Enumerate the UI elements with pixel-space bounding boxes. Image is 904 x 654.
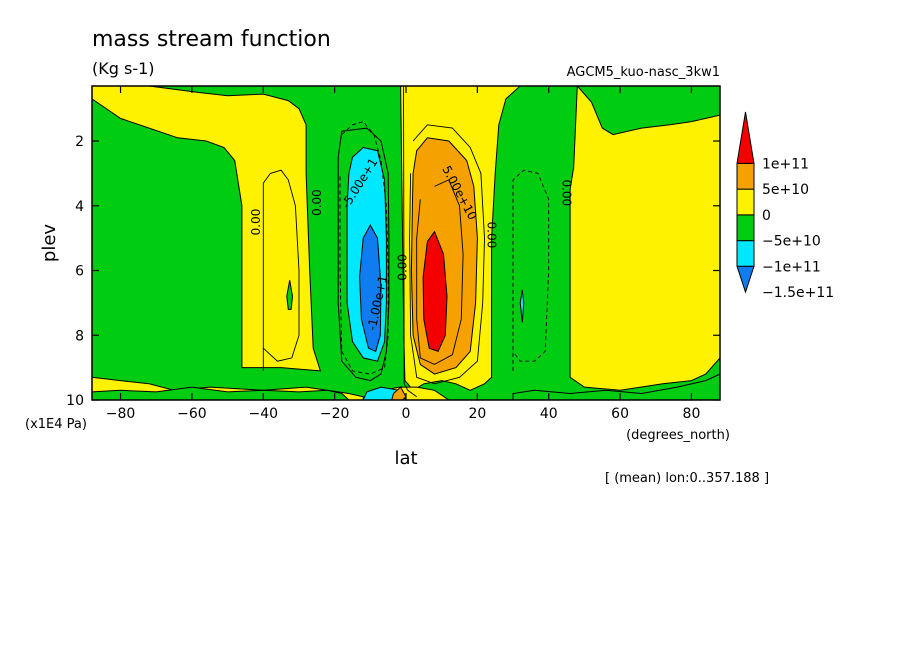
- y-tick-label-1: 4: [75, 199, 84, 215]
- legend-label-5: 1e+11: [762, 156, 809, 172]
- legend-swatch-4: [736, 162, 755, 190]
- y-tick-label-0: 2: [75, 134, 84, 150]
- x-tick-label-3: −20: [320, 406, 350, 422]
- legend-label-0: −1.5e+11: [762, 285, 834, 301]
- x-tick-label-5: 20: [468, 406, 486, 422]
- contour-line-5: [403, 86, 417, 398]
- contour-region-1-0: [92, 386, 350, 400]
- y-axis-units: (x1E4 Pa): [25, 417, 87, 432]
- contour-region-2-2: [519, 289, 525, 323]
- contour-line-layer: [262, 86, 550, 398]
- y-tick-label-2: 6: [75, 264, 84, 280]
- contour-line-2: [512, 169, 550, 371]
- x-axis-units: (degrees_north): [626, 428, 730, 443]
- experiment-label: AGCM5_kuo-nasc_3kw1: [567, 65, 720, 80]
- contour-region-1-1: [512, 373, 720, 400]
- x-axis: −80 −60 −40 −20 0 20 40 60 80: [106, 86, 701, 422]
- legend-swatch-2: [736, 214, 755, 242]
- y-tick-label-4: 10: [66, 393, 84, 409]
- legend-label-2: −5e+10: [762, 234, 821, 250]
- contour-region-3-0: [359, 224, 382, 353]
- contour-region-6-0: [286, 280, 294, 310]
- legend-swatch-3: [736, 188, 755, 216]
- contour-line-4: [416, 179, 464, 365]
- contour-region-0-3: [569, 86, 720, 391]
- legend-label-3: 0: [762, 208, 771, 224]
- contour-region-4-1: [391, 386, 407, 400]
- contour-line-3: [409, 124, 485, 385]
- contour-label-7: 0.00: [560, 179, 574, 206]
- x-tick-label-4: 0: [402, 406, 411, 422]
- contour-label-5: 0.00: [395, 254, 409, 281]
- contour-label-4: 0.00: [310, 189, 324, 216]
- x-tick-label-7: 60: [611, 406, 629, 422]
- contour-label-6: 0.00: [485, 222, 499, 249]
- contour-region-5-0: [422, 230, 448, 353]
- y-tick-label-3: 8: [75, 328, 84, 344]
- contour-line-0: [262, 169, 300, 371]
- legend-swatch-1: [736, 240, 755, 267]
- contour-fill-layer: [92, 86, 720, 400]
- x-tick-label-0: −80: [106, 406, 136, 422]
- x-tick-label-8: 80: [683, 406, 701, 422]
- y-axis-label: plev: [39, 224, 60, 263]
- legend-label-1: −1e+11: [762, 259, 821, 275]
- legend-swatch-0: [736, 265, 755, 294]
- footnote: [ (mean) lon:0..357.188 ]: [605, 471, 769, 486]
- contour-label-3: 0.00: [249, 209, 263, 236]
- color-legend: −1.5e+11 −1e+11 −5e+10 0 5e+10 1e+11: [736, 111, 834, 301]
- legend-swatch-5: [736, 111, 755, 164]
- y-axis: 2 4 6 8 10: [66, 134, 720, 409]
- x-tick-label-2: −40: [248, 406, 278, 422]
- x-tick-label-1: −60: [177, 406, 207, 422]
- chart-units: (Kg s-1): [92, 59, 155, 78]
- legend-label-4: 5e+10: [762, 182, 809, 198]
- x-tick-label-6: 40: [540, 406, 558, 422]
- contour-line-1: [339, 121, 389, 375]
- x-axis-label: lat: [394, 448, 417, 469]
- chart-title: mass stream function: [92, 27, 331, 52]
